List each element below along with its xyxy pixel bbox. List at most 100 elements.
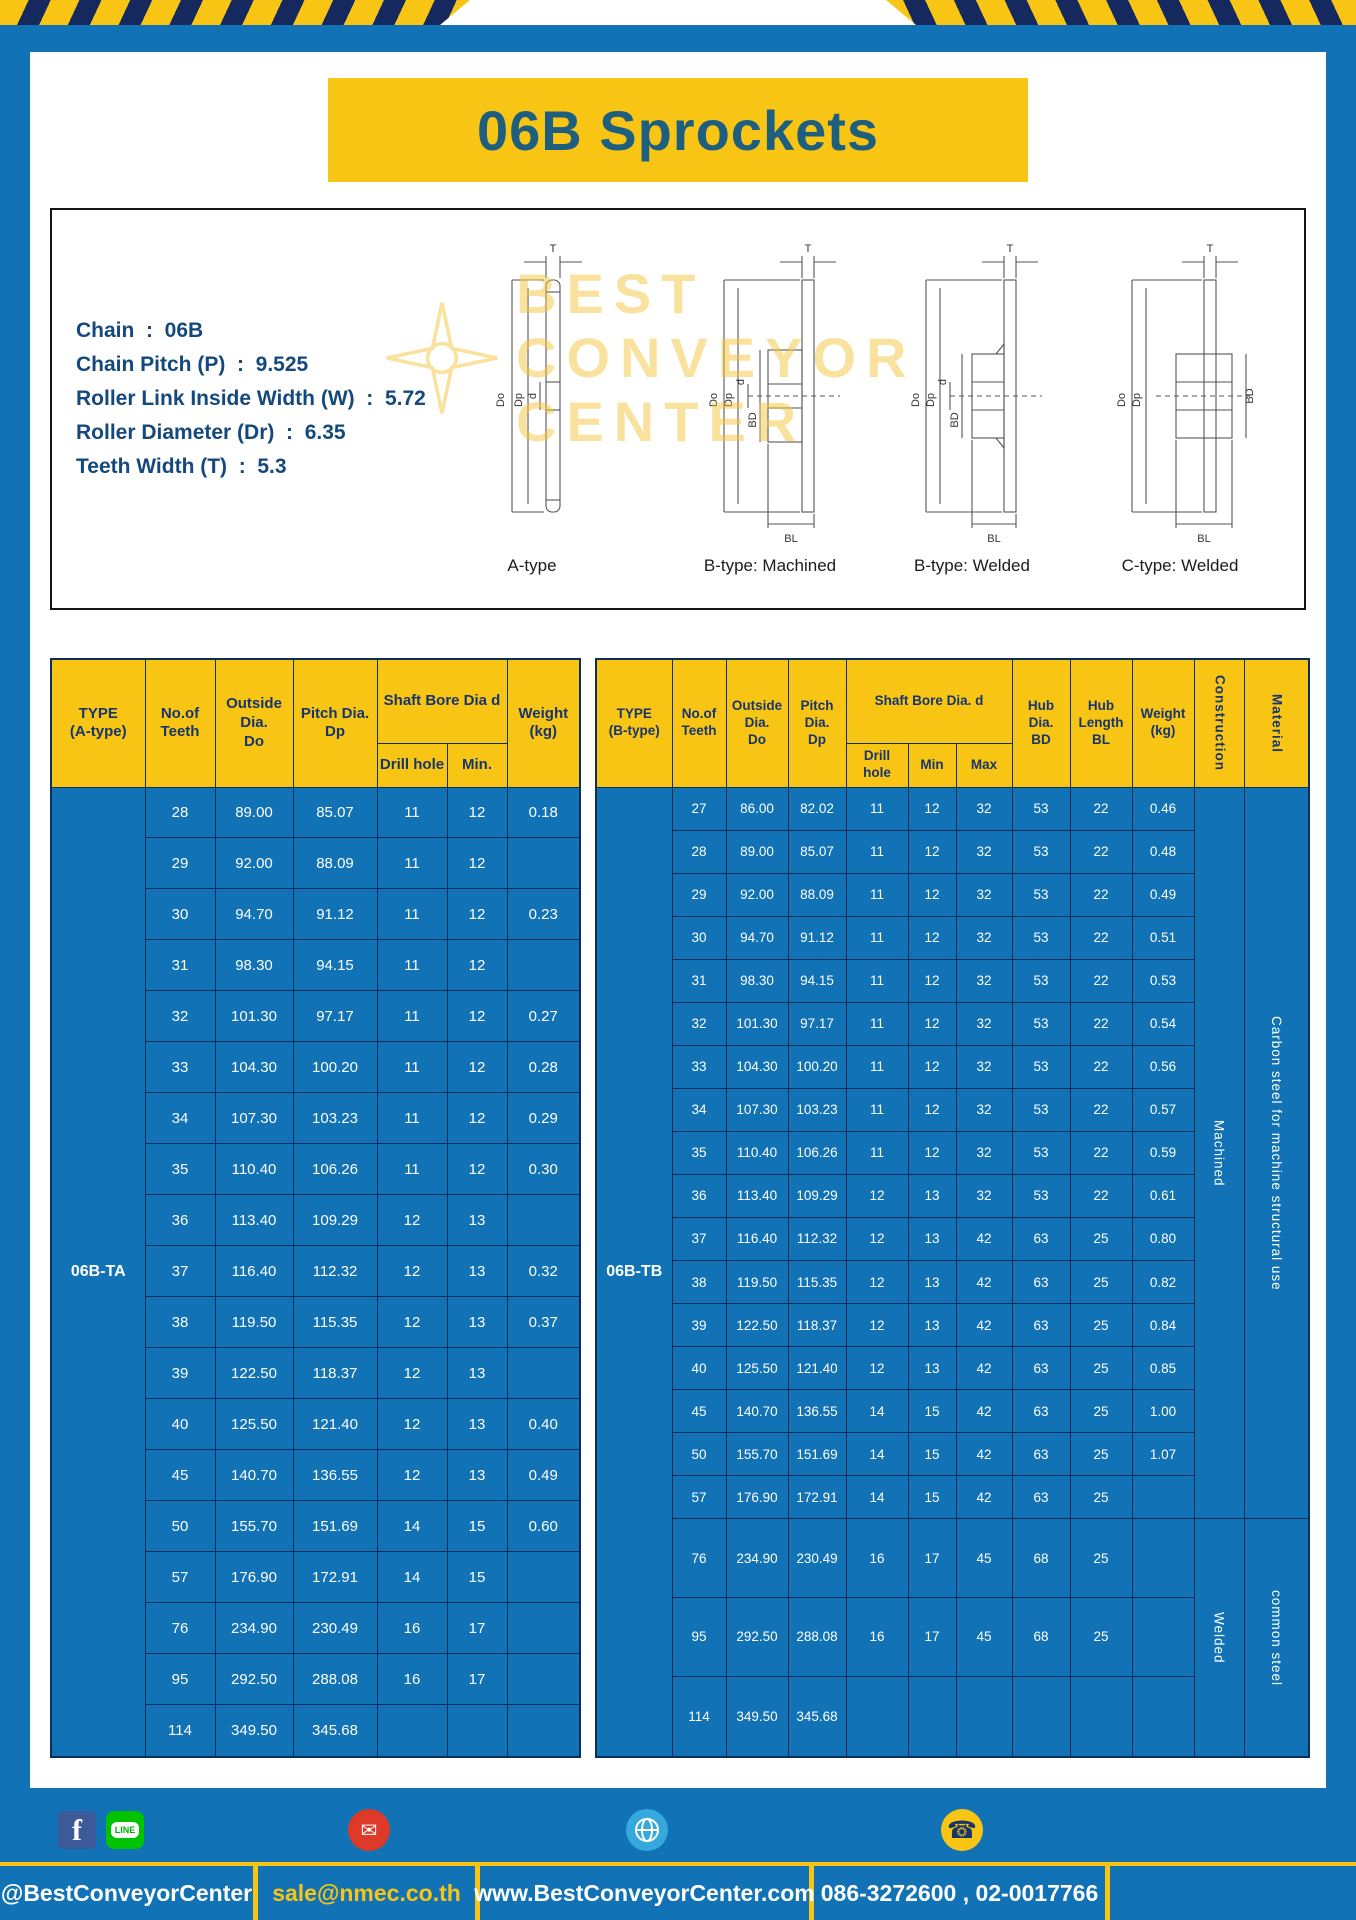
data-cell: 106.26	[292, 1143, 378, 1196]
spec-line: Teeth Width (T) : 5.3	[76, 455, 287, 478]
col-header-min: Min.	[446, 742, 508, 788]
data-cell: 12	[907, 872, 957, 917]
data-cell: 40	[144, 1398, 216, 1451]
data-cell: 53	[1011, 829, 1071, 874]
table-row: 06B-TA 28 89.00 85.07 11 12 0.18	[50, 786, 581, 1758]
data-cell: 53	[1011, 958, 1071, 1003]
phone-numbers[interactable]: 086-3272600 , 02-0017766	[814, 1866, 1110, 1920]
data-cell: 349.50	[214, 1704, 294, 1758]
email-icon-col: ✉	[258, 1809, 480, 1851]
data-cell: 16	[376, 1653, 448, 1706]
footer-spacer	[1110, 1866, 1356, 1920]
data-cell: 98.30	[725, 958, 789, 1003]
data-cell: 22	[1069, 1173, 1133, 1218]
footer-text-row: @BestConveyorCenter sale@nmec.co.th www.…	[0, 1866, 1356, 1920]
data-cell: 0.51	[1131, 915, 1195, 960]
data-cell: 103.23	[787, 1087, 847, 1132]
col-header-pitch-dia: Pitch Dia. Dp	[787, 658, 847, 788]
data-cell: 53	[1011, 1173, 1071, 1218]
data-cell: 292.50	[214, 1653, 294, 1706]
data-cell: 288.08	[292, 1653, 378, 1706]
data-cell: 45	[955, 1596, 1013, 1677]
data-cell: 32	[671, 1001, 727, 1046]
data-cell: 42	[955, 1303, 1013, 1348]
col-header-drill-hole: Drill hole	[845, 742, 909, 788]
data-cell: 25	[1069, 1475, 1133, 1520]
data-cell: 15	[907, 1475, 957, 1520]
data-cell: 57	[671, 1475, 727, 1520]
data-cell: 57	[144, 1551, 216, 1604]
drawing-caption: B-type: Machined	[703, 556, 837, 575]
data-cell: 94.15	[292, 939, 378, 992]
data-cell: 12	[446, 1041, 508, 1094]
email-address[interactable]: sale@nmec.co.th	[258, 1866, 480, 1920]
data-cell: 11	[376, 1143, 448, 1196]
data-cell: 25	[1069, 1389, 1133, 1434]
spec-line: Roller Link Inside Width (W) : 5.72	[76, 387, 426, 410]
data-cell: 95	[671, 1596, 727, 1677]
data-cell: 115.35	[787, 1260, 847, 1305]
data-cell: 88.09	[292, 837, 378, 890]
data-cell: 104.30	[214, 1041, 294, 1094]
data-cell: 97.17	[787, 1001, 847, 1046]
data-cell: 53	[1011, 872, 1071, 917]
col-header-min: Min	[907, 742, 957, 788]
email-icon[interactable]: ✉	[348, 1809, 390, 1851]
phone-icon[interactable]: ☎	[941, 1809, 983, 1851]
data-cell: 0.53	[1131, 958, 1195, 1003]
data-cell: 0.80	[1131, 1216, 1195, 1262]
globe-icon-col	[480, 1809, 814, 1851]
data-cell	[1131, 1675, 1195, 1758]
data-cell: 12	[907, 1130, 957, 1175]
website-url[interactable]: www.BestConveyorCenter.com	[474, 1866, 815, 1920]
data-cell: 12	[845, 1303, 909, 1348]
table-row: 40 125.50 121.40 12 13 42 63 25 0.85	[596, 1346, 1309, 1391]
dim-label-bl: BL	[784, 533, 797, 545]
table-row: 39 122.50 118.37 12 13	[51, 1347, 581, 1400]
line-icon[interactable]: LINE	[106, 1811, 144, 1849]
social-handle[interactable]: @BestConveyorCenter	[0, 1866, 258, 1920]
table-row: 50 155.70 151.69 14 15 0.60	[51, 1500, 581, 1553]
data-cell	[506, 1194, 581, 1247]
data-cell: 12	[376, 1449, 448, 1502]
tables-section: TYPE (A-type) No.of Teeth Outside Dia. D…	[50, 658, 1310, 1758]
data-cell: 35	[671, 1130, 727, 1175]
data-cell: 91.12	[787, 915, 847, 960]
data-cell: 13	[446, 1245, 508, 1298]
col-header-shaft-bore: Shaft Bore Dia d	[376, 658, 508, 744]
data-cell: 63	[1011, 1260, 1071, 1305]
data-cell: 42	[955, 1346, 1013, 1391]
dim-label-d: d	[527, 393, 539, 399]
data-cell: 30	[671, 915, 727, 960]
drawing-caption: C-type: Welded	[1121, 556, 1239, 575]
col-header-construction: Construction	[1193, 658, 1245, 788]
data-cell: 12	[446, 1143, 508, 1196]
col-header-shaft-bore: Shaft Bore Dia. d	[845, 658, 1013, 744]
dim-label-t: T	[1207, 243, 1214, 255]
data-cell: 103.23	[292, 1092, 378, 1145]
globe-icon[interactable]	[626, 1809, 668, 1851]
table-row: 45 140.70 136.55 14 15 42 63 25 1.00	[596, 1389, 1309, 1434]
data-cell: 50	[671, 1432, 727, 1477]
table-row: 39 122.50 118.37 12 13 42 63 25 0.84	[596, 1303, 1309, 1348]
data-cell: 11	[845, 915, 909, 960]
data-cell: 230.49	[787, 1518, 847, 1598]
data-cell: 12	[446, 990, 508, 1043]
dim-label-t: T	[1007, 243, 1014, 255]
data-cell: 32	[955, 1087, 1013, 1132]
construction-cell: Machined	[1193, 786, 1245, 1520]
facebook-icon[interactable]: f	[58, 1811, 96, 1849]
data-cell: 14	[376, 1551, 448, 1604]
data-cell: 15	[446, 1551, 508, 1604]
data-cell: 11	[845, 872, 909, 917]
data-cell: 12	[446, 837, 508, 890]
footer: f LINE ✉ ☎	[0, 1798, 1356, 1920]
data-cell: 230.49	[292, 1602, 378, 1655]
data-cell: 11	[376, 888, 448, 941]
material-cell: common steel	[1243, 1518, 1310, 1758]
data-cell: 12	[907, 1001, 957, 1046]
data-cell: 12	[845, 1216, 909, 1262]
data-cell: 12	[376, 1296, 448, 1349]
col-header-teeth: No.of Teeth	[671, 658, 727, 788]
footer-divider	[0, 1862, 1356, 1866]
